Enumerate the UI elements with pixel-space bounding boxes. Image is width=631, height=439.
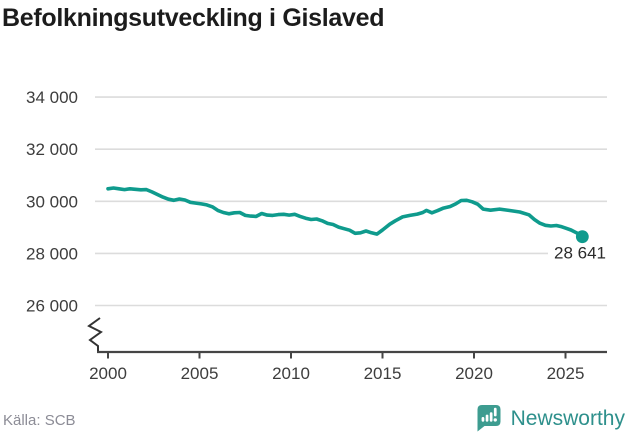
y-axis-tick-label: 30 000 (26, 192, 78, 211)
logo-speech-bubble (477, 405, 501, 432)
y-axis-tick-label: 34 000 (26, 88, 78, 107)
axis-break-icon (87, 317, 103, 351)
y-axis-tick-label: 28 000 (26, 244, 78, 263)
x-axis-tick-label: 2025 (547, 364, 585, 383)
line-end-dot (575, 230, 589, 244)
newsworthy-logo-icon (477, 405, 501, 432)
chart-title: Befolkningsutveckling i Gislaved (2, 4, 385, 32)
logo-exclamation-bar (493, 407, 497, 417)
end-value-label: 28 641 (554, 244, 606, 263)
population-line (106, 186, 585, 239)
y-axis-tick-label: 32 000 (26, 140, 78, 159)
logo-bar (489, 412, 493, 422)
x-axis-tick-label: 2015 (364, 364, 402, 383)
logo-bar (481, 417, 484, 422)
x-axis-tick-label: 2000 (89, 364, 127, 383)
x-axis-tick-label: 2005 (181, 364, 219, 383)
source-label: Källa: SCB (3, 412, 76, 429)
newsworthy-logo-text: Newsworthy (510, 406, 625, 430)
x-axis-tick-label: 2020 (455, 364, 493, 383)
newsworthy-brand: Newsworthy (475, 404, 625, 433)
logo-bar (485, 414, 489, 422)
logo-exclamation-dot (493, 418, 497, 422)
y-axis-tick-label: 26 000 (26, 297, 78, 316)
x-axis-tick-label: 2010 (272, 364, 310, 383)
